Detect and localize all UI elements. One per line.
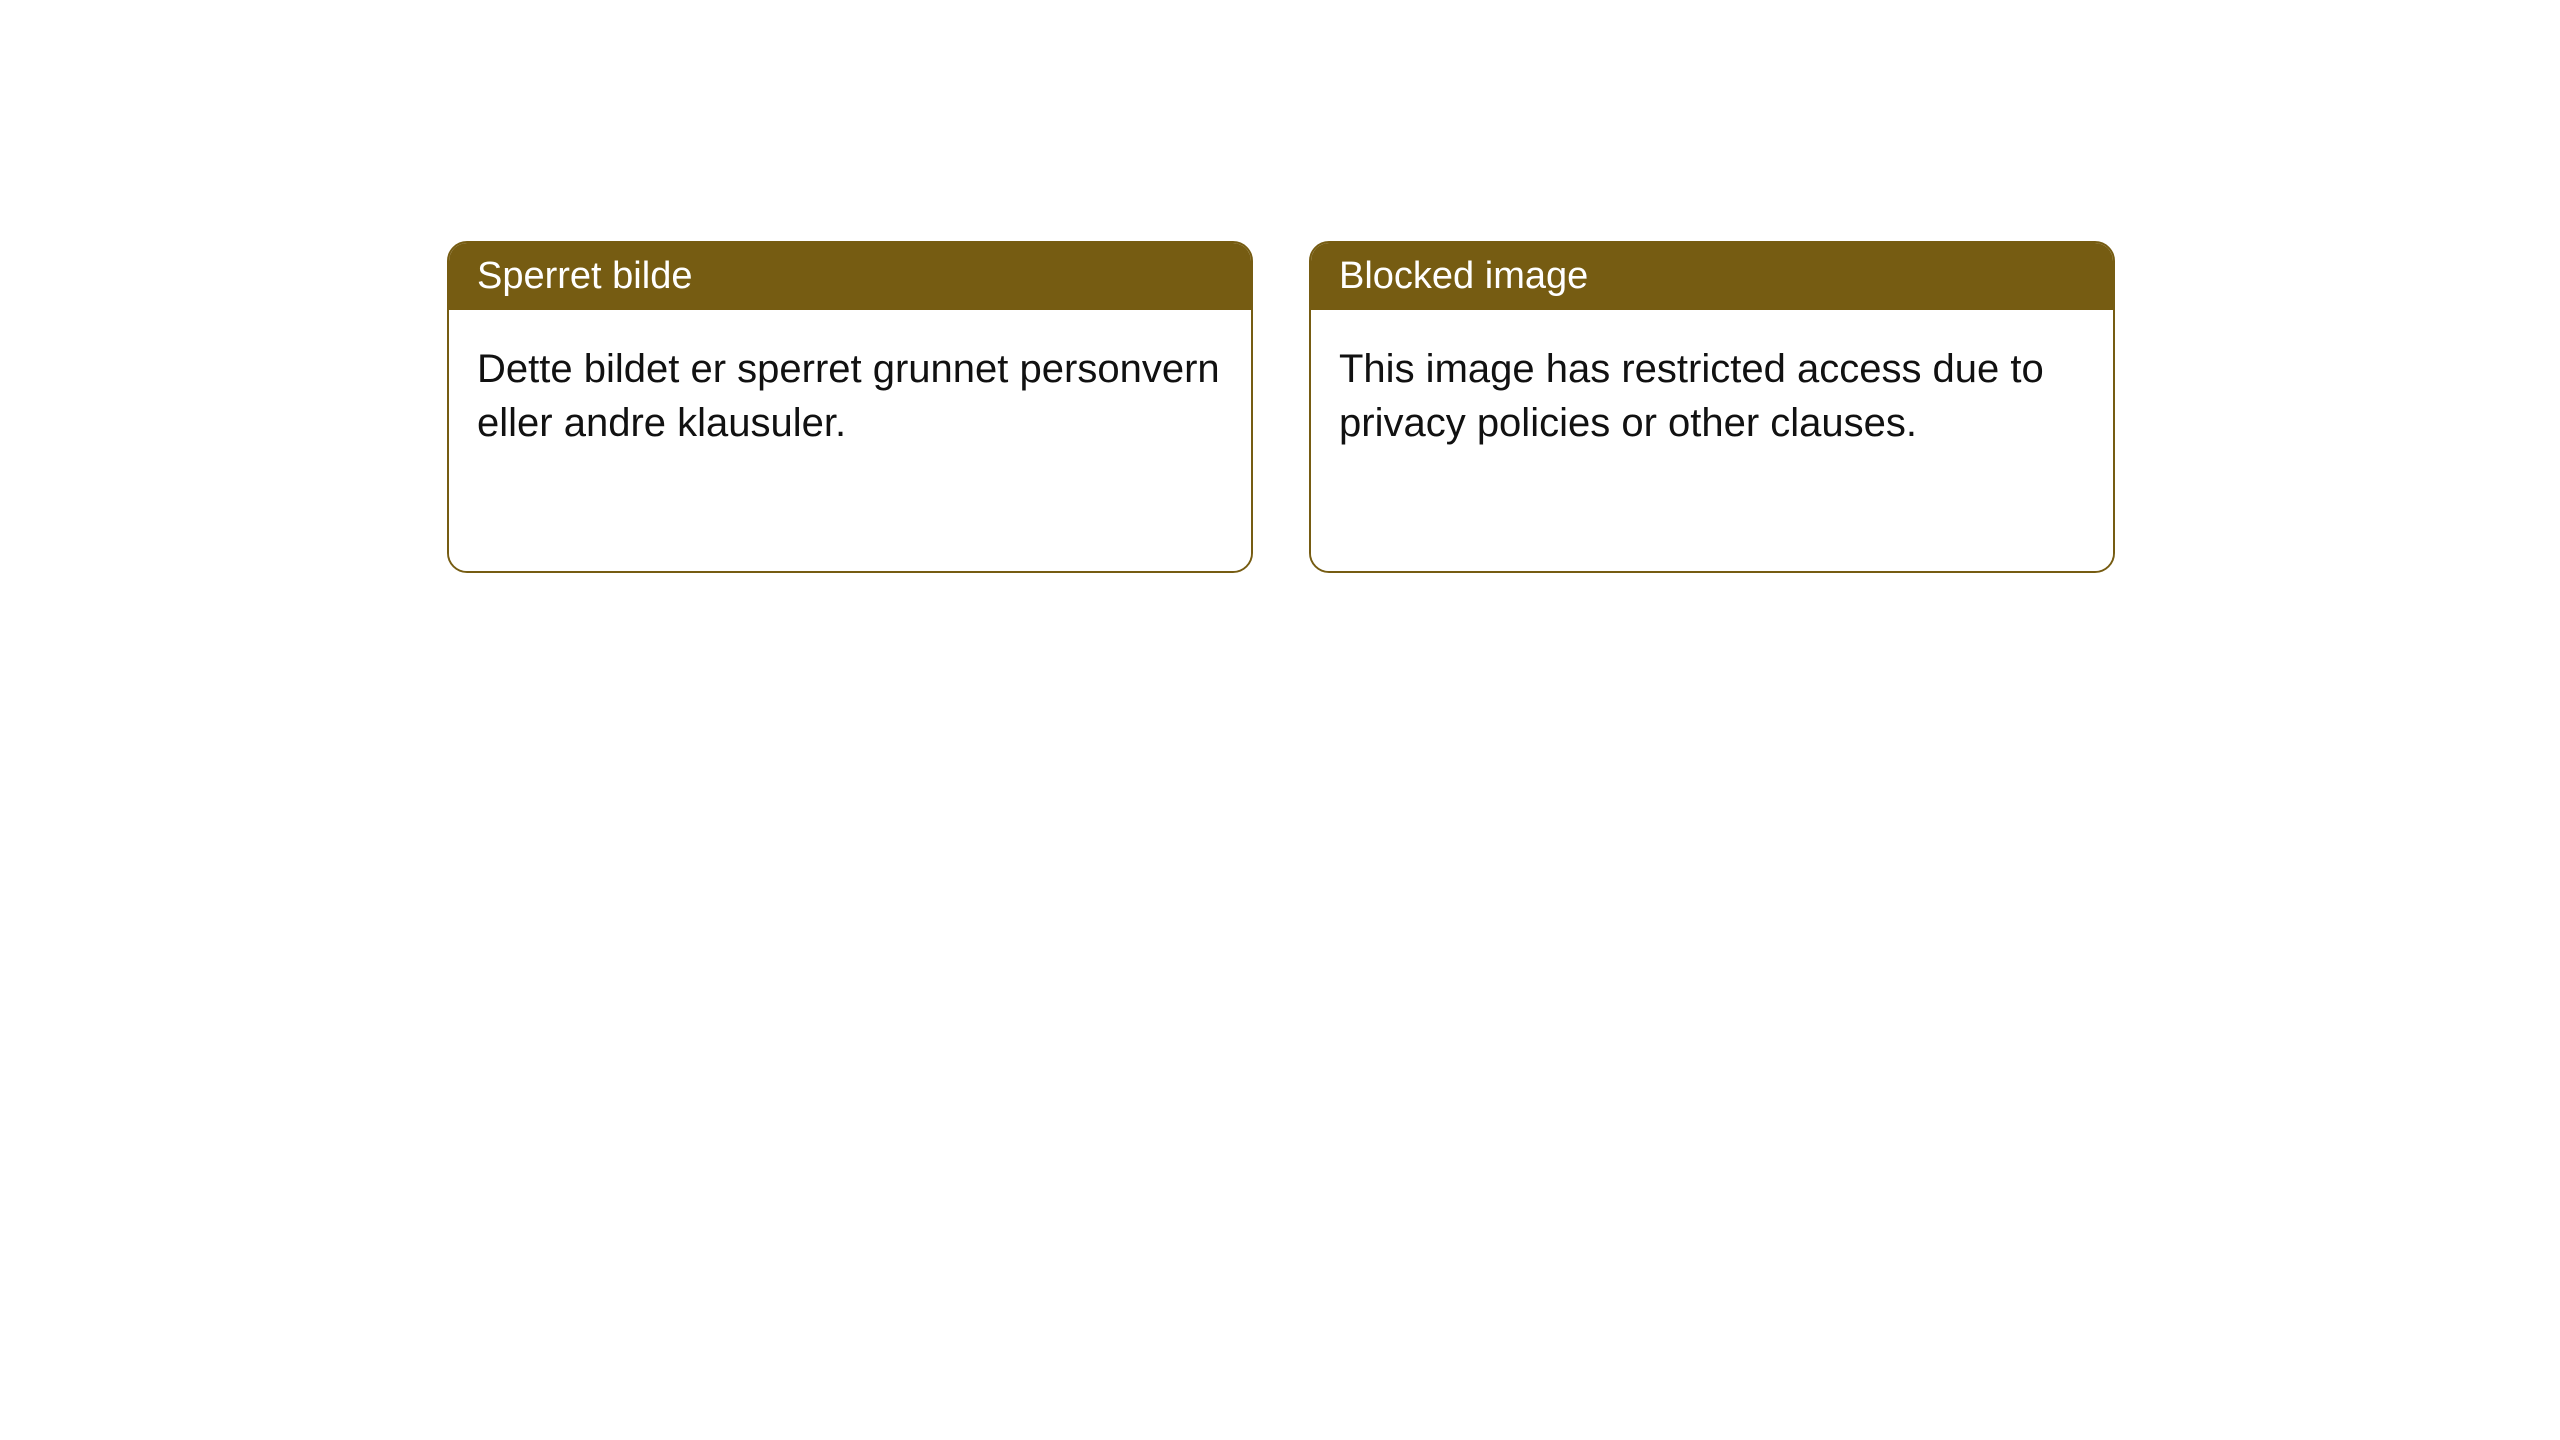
notice-body: This image has restricted access due to … <box>1311 310 2113 571</box>
notice-box-norwegian: Sperret bilde Dette bildet er sperret gr… <box>447 241 1253 573</box>
notice-header: Sperret bilde <box>449 243 1251 310</box>
notice-title: Sperret bilde <box>477 255 692 297</box>
notice-header: Blocked image <box>1311 243 2113 310</box>
notice-box-english: Blocked image This image has restricted … <box>1309 241 2115 573</box>
notice-body-text: This image has restricted access due to … <box>1339 347 2044 445</box>
notice-body: Dette bildet er sperret grunnet personve… <box>449 310 1251 571</box>
notice-body-text: Dette bildet er sperret grunnet personve… <box>477 347 1220 445</box>
notice-title: Blocked image <box>1339 255 1588 297</box>
notice-container: Sperret bilde Dette bildet er sperret gr… <box>447 241 2115 573</box>
